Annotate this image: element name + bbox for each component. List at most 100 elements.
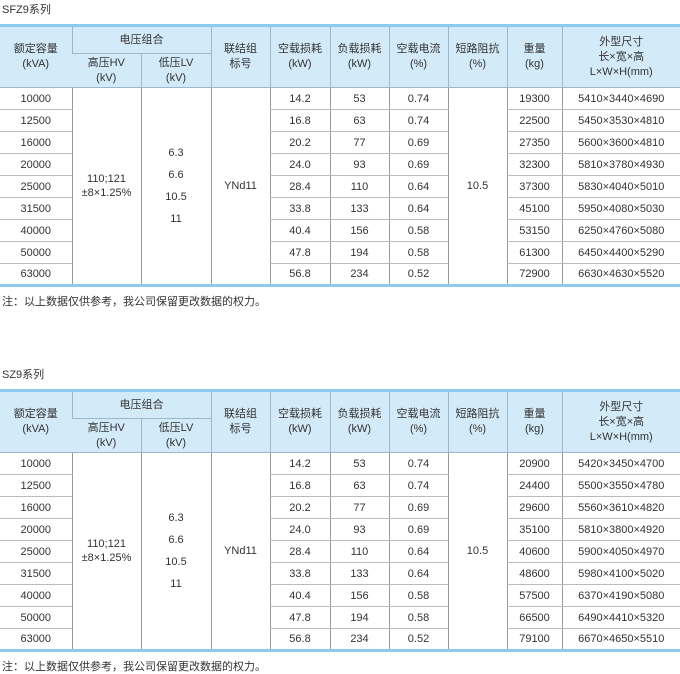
load-loss-cell: 93 [329,518,389,541]
header-hv: 高压HV (kV) [72,418,141,453]
table-row: 31500 33.8 133 0.64 45100 5950×4080×5030 [0,197,680,220]
dimensions-cell: 5450×3530×4810 [561,109,680,132]
table-row: 16000 20.2 77 0.69 29600 5560×3610×4820 [0,496,680,519]
capacity-cell: 16000 [0,496,72,519]
dimensions-cell: 5410×3440×4690 [561,87,680,110]
weight-cell: 22500 [506,109,562,132]
weight-cell: 29600 [506,496,562,519]
header-lv: 低压LV (kV) [140,418,211,453]
noload-current-cell: 0.58 [388,584,448,607]
hv-cell: 110;121 ±8×1.25% [71,452,141,652]
noload-loss-cell: 33.8 [269,197,330,220]
noload-current-cell: 0.74 [388,109,448,132]
noload-loss-cell: 40.4 [269,219,330,242]
noload-loss-cell: 47.8 [269,606,330,629]
table-row: 63000 56.8 234 0.52 72900 6630×4630×5520 [0,263,680,287]
header-noload-loss: 空载损耗 (kW) [269,389,330,453]
load-loss-cell: 110 [329,540,389,563]
capacity-cell: 31500 [0,562,72,585]
header-connection: 联结组 标号 [210,389,270,453]
noload-loss-cell: 14.2 [269,87,330,110]
header-noload-current: 空载电流 (%) [388,389,448,453]
dimensions-cell: 5830×4040×5010 [561,175,680,198]
noload-loss-cell: 47.8 [269,241,330,264]
header-load-loss: 负载损耗 (kW) [329,389,389,453]
capacity-cell: 25000 [0,175,72,198]
load-loss-cell: 234 [329,263,389,287]
header-capacity: 额定容量 (kVA) [0,389,72,453]
load-loss-cell: 53 [329,452,389,475]
header-noload-current: 空载电流 (%) [388,24,448,88]
series-section: SZ9系列 额定容量 (kVA) 电压组合 联结组 标号 空载损耗 (kW) 负载损耗… [0,367,680,674]
dimensions-cell: 5500×3550×4780 [561,474,680,497]
capacity-cell: 31500 [0,197,72,220]
noload-current-cell: 0.52 [388,628,448,652]
weight-cell: 72900 [506,263,562,287]
dimensions-cell: 5420×3450×4700 [561,452,680,475]
dimensions-cell: 5600×3600×4810 [561,131,680,154]
table-row: 16000 20.2 77 0.69 27350 5600×3600×4810 [0,131,680,154]
dimensions-cell: 6490×4410×5320 [561,606,680,629]
noload-loss-cell: 56.8 [269,263,330,287]
noload-current-cell: 0.58 [388,606,448,629]
noload-current-cell: 0.69 [388,496,448,519]
capacity-cell: 50000 [0,241,72,264]
noload-current-cell: 0.74 [388,474,448,497]
spec-table: 额定容量 (kVA) 电压组合 联结组 标号 空载损耗 (kW) 负载损耗 (kW) 空… [0,24,680,287]
noload-current-cell: 0.52 [388,263,448,287]
capacity-cell: 40000 [0,219,72,242]
capacity-cell: 12500 [0,109,72,132]
capacity-cell: 12500 [0,474,72,497]
weight-cell: 53150 [506,219,562,242]
weight-cell: 20900 [506,452,562,475]
noload-current-cell: 0.64 [388,197,448,220]
capacity-cell: 20000 [0,153,72,176]
load-loss-cell: 194 [329,241,389,264]
header-load-loss: 负载损耗 (kW) [329,24,389,88]
header-connection: 联结组 标号 [210,24,270,88]
header-noload-loss: 空载损耗 (kW) [269,24,330,88]
table-title: SFZ9系列 [2,4,51,16]
noload-loss-cell: 14.2 [269,452,330,475]
dimensions-cell: 6630×4630×5520 [561,263,680,287]
dimensions-cell: 6250×4760×5080 [561,219,680,242]
connection-cell: YNd11 [210,452,270,652]
weight-cell: 79100 [506,628,562,652]
lv-cell: 6.3 6.6 10.5 11 [140,87,211,287]
weight-cell: 37300 [506,175,562,198]
load-loss-cell: 63 [329,109,389,132]
table-row: 10000 110;121 ±8×1.25% 6.3 6.6 10.5 11 YNd11 1… [0,87,680,287]
header-weight: 重量 (kg) [506,24,562,88]
weight-cell: 40600 [506,540,562,563]
noload-current-cell: 0.64 [388,562,448,585]
noload-loss-cell: 28.4 [269,175,330,198]
weight-cell: 48600 [506,562,562,585]
capacity-cell: 63000 [0,628,72,652]
header-capacity: 额定容量 (kVA) [0,24,72,88]
note: 注：以上数据仅供参考，我公司保留更改数据的权力。 [2,661,266,673]
weight-cell: 24400 [506,474,562,497]
dimensions-cell: 6450×4400×5290 [561,241,680,264]
series-section: SFZ9系列 额定容量 (kVA) 电压组合 联结组 标号 空载损耗 (kW) 负载损… [0,2,680,309]
capacity-cell: 50000 [0,606,72,629]
load-loss-cell: 156 [329,584,389,607]
dimensions-cell: 5560×3610×4820 [561,496,680,519]
table-row: 10000 110;121 ±8×1.25% 6.3 6.6 10.5 11 YNd11 1… [0,452,680,652]
noload-current-cell: 0.69 [388,153,448,176]
table-row: 40000 40.4 156 0.58 57500 6370×4190×5080 [0,584,680,607]
weight-cell: 45100 [506,197,562,220]
table-row: 25000 28.4 110 0.64 37300 5830×4040×5010 [0,175,680,198]
table-row: 25000 28.4 110 0.64 40600 5900×4050×4970 [0,540,680,563]
noload-loss-cell: 20.2 [269,496,330,519]
noload-current-cell: 0.64 [388,540,448,563]
noload-current-cell: 0.58 [388,241,448,264]
load-loss-cell: 194 [329,606,389,629]
dimensions-cell: 5810×3800×4920 [561,518,680,541]
weight-cell: 66500 [506,606,562,629]
dimensions-cell: 5810×3780×4930 [561,153,680,176]
weight-cell: 19300 [506,87,562,110]
table-row: 12500 16.8 63 0.74 22500 5450×3530×4810 [0,109,680,132]
capacity-cell: 16000 [0,131,72,154]
table-row: 20000 24.0 93 0.69 32300 5810×3780×4930 [0,153,680,176]
hv-cell: 110;121 ±8×1.25% [71,87,141,287]
